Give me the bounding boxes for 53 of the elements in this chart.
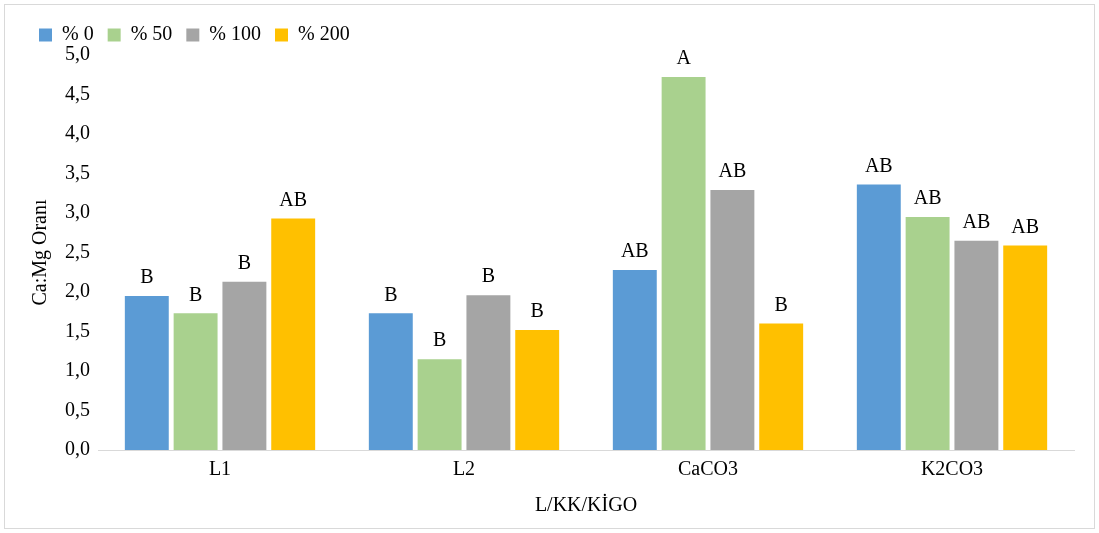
bar bbox=[173, 313, 218, 450]
data-label: AB bbox=[620, 239, 649, 262]
bar bbox=[368, 313, 413, 450]
legend-label: % 200 bbox=[297, 22, 350, 45]
data-label: AB bbox=[913, 186, 942, 209]
y-tick-label: 0,5 bbox=[65, 397, 90, 420]
bar bbox=[515, 329, 560, 450]
x-tick-label: L2 bbox=[452, 457, 476, 480]
bar bbox=[222, 281, 267, 450]
bar bbox=[417, 359, 462, 450]
data-label: B bbox=[432, 328, 447, 351]
data-label: AB bbox=[864, 153, 893, 176]
legend-label: % 100 bbox=[209, 22, 261, 45]
x-tick-label: L1 bbox=[208, 457, 232, 480]
bar bbox=[466, 295, 511, 450]
bar bbox=[271, 218, 316, 450]
y-tick-label: 5,0 bbox=[65, 42, 90, 65]
bar bbox=[124, 295, 169, 450]
bar bbox=[661, 77, 706, 450]
data-label: B bbox=[481, 264, 496, 287]
legend-label: % 50 bbox=[130, 22, 173, 45]
data-label: B bbox=[188, 282, 203, 305]
bar bbox=[905, 216, 950, 450]
bar bbox=[954, 240, 999, 450]
y-tick-label: 4,0 bbox=[65, 121, 90, 144]
y-tick-label: 3,0 bbox=[65, 200, 90, 223]
data-label: AB bbox=[718, 159, 747, 182]
y-tick-label: 3,5 bbox=[65, 160, 90, 183]
bar bbox=[710, 190, 755, 450]
bar bbox=[759, 323, 804, 450]
data-label: B bbox=[384, 282, 398, 305]
legend-label: % 0 bbox=[62, 22, 94, 45]
data-label: B bbox=[774, 292, 788, 315]
data-label: B bbox=[530, 299, 544, 322]
data-label: B bbox=[140, 265, 154, 288]
x-tick-label: K2CO3 bbox=[920, 457, 984, 480]
bar bbox=[612, 269, 657, 450]
data-label: AB bbox=[962, 209, 991, 232]
bar bbox=[856, 184, 901, 450]
y-tick-label: 1,0 bbox=[65, 358, 90, 381]
x-axis-title: L/KK/KİGO bbox=[534, 493, 638, 516]
x-tick-label: CaCO3 bbox=[678, 457, 738, 480]
y-tick-label: 2,0 bbox=[65, 279, 90, 302]
data-label: AB bbox=[1011, 214, 1040, 237]
data-label: B bbox=[237, 250, 252, 273]
y-tick-label: 4,5 bbox=[65, 81, 90, 104]
y-tick-label: 1,5 bbox=[65, 318, 90, 341]
bar bbox=[1003, 245, 1048, 450]
data-label: AB bbox=[279, 187, 308, 210]
data-label: A bbox=[676, 46, 692, 69]
y-tick-label: 2,5 bbox=[65, 239, 90, 262]
y-axis-title: Ca:Mg Oranı bbox=[28, 199, 52, 306]
y-tick-label: 0,0 bbox=[65, 437, 90, 460]
